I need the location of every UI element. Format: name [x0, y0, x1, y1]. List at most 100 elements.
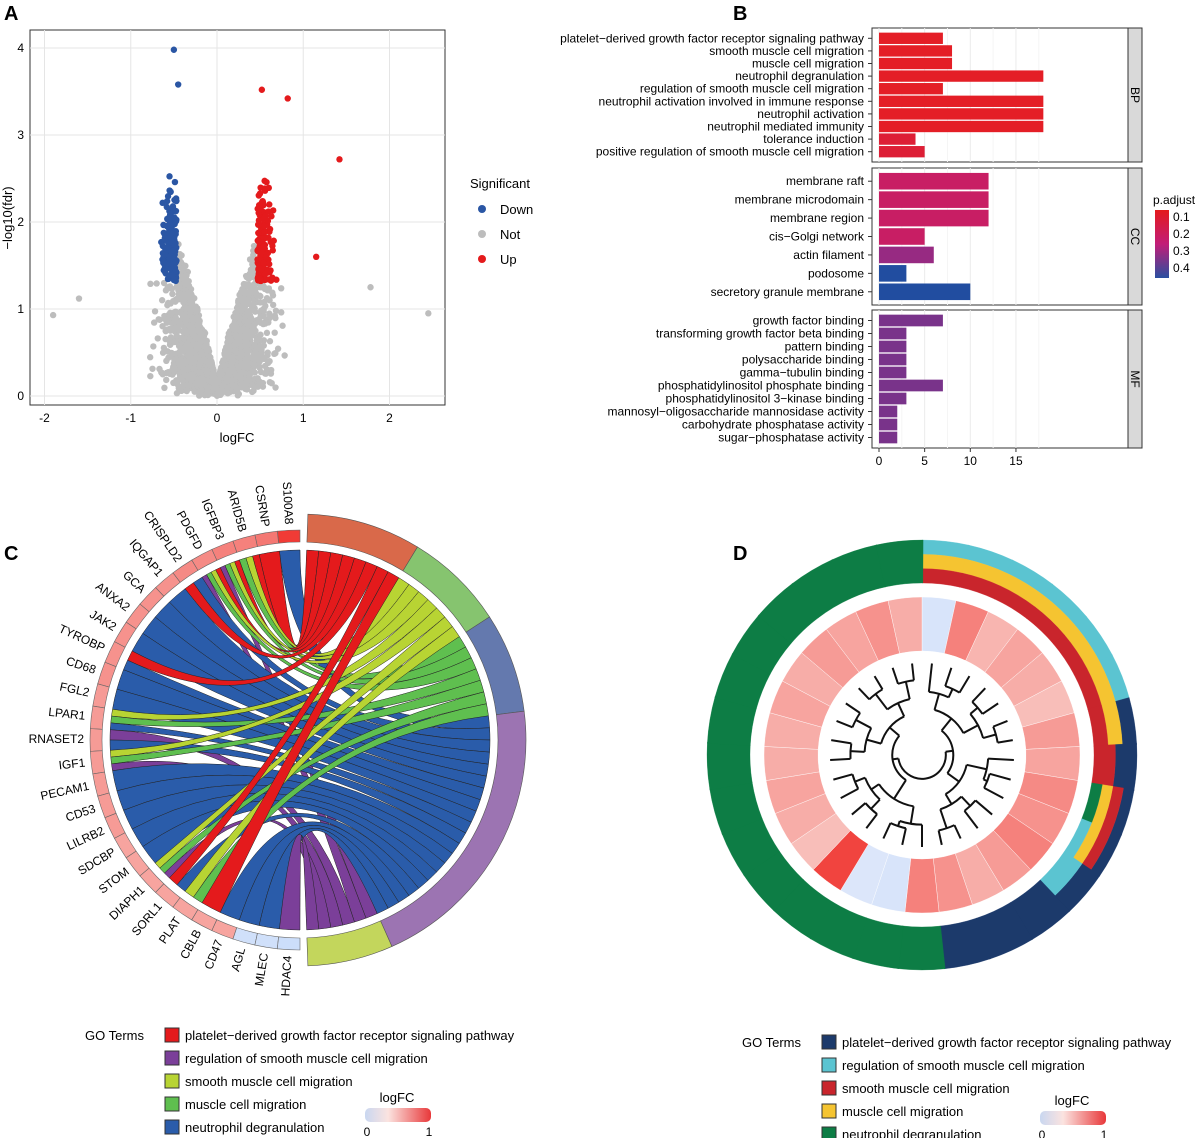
point-up — [261, 177, 268, 185]
category-label: gamma−tubulin binding — [740, 366, 864, 380]
point-not — [215, 376, 222, 383]
gene-label: IGF1 — [58, 756, 86, 773]
legend-item: platelet−derived growth factor receptor … — [842, 1035, 1172, 1050]
x-tick-label: -1 — [125, 411, 136, 425]
dendrogram-branch — [904, 681, 911, 700]
point-not — [240, 325, 247, 332]
point-up — [261, 270, 269, 278]
bar — [879, 265, 907, 282]
gene-segment — [92, 683, 110, 709]
category-label: sugar−phosphatase activity — [718, 431, 864, 445]
chord-ribbon — [184, 626, 460, 898]
dendrogram-branch — [953, 824, 962, 839]
point-not — [247, 269, 254, 277]
term-ring-segment — [1112, 743, 1138, 792]
dendrogram-branch — [963, 810, 979, 829]
point-down — [166, 256, 174, 263]
point-not — [246, 372, 253, 379]
dendrogram-branch — [873, 675, 884, 690]
point-not — [253, 291, 260, 299]
point-down — [164, 244, 171, 251]
dendrogram-branch — [874, 693, 889, 711]
bar — [879, 314, 943, 327]
p-adjust-colorbar — [1155, 210, 1169, 278]
bar — [879, 172, 989, 190]
point-not — [194, 326, 201, 334]
colorbar-tick: 0.4 — [1173, 261, 1190, 275]
point-not — [197, 382, 205, 389]
facet-panel — [871, 167, 1129, 306]
point-not — [150, 343, 157, 350]
category-label: mannosyl−oligosaccharide mannosidase act… — [608, 405, 864, 419]
gene-label: LILRB2 — [64, 823, 107, 853]
chord-ribbon — [206, 571, 477, 691]
legend-item: neutrophil degranulation — [185, 1120, 325, 1135]
point-not — [173, 332, 181, 340]
dendrogram-branch — [870, 798, 881, 810]
point-down — [161, 234, 169, 242]
category-label: neutrophil degranulation — [735, 69, 864, 83]
gene-segment — [172, 559, 199, 583]
gene-segment — [104, 812, 126, 839]
dendrogram-branch — [897, 820, 901, 827]
point-up — [257, 265, 265, 273]
point-up — [268, 213, 275, 220]
point-not — [237, 333, 245, 340]
point-not — [171, 338, 178, 346]
bar — [879, 120, 1044, 133]
dendrogram-branch — [983, 787, 1004, 799]
point-not — [244, 331, 251, 338]
facet-strip — [1127, 309, 1143, 449]
legend-title: GO Terms — [742, 1035, 801, 1050]
point-up — [259, 244, 266, 252]
legend-swatch — [821, 1080, 837, 1096]
point-not — [146, 354, 154, 361]
point-not — [274, 345, 282, 352]
point-not — [153, 280, 160, 287]
point-not — [244, 364, 251, 371]
point-not — [160, 279, 168, 287]
dendrogram-branch — [944, 793, 953, 805]
point-not — [173, 390, 181, 397]
point-not — [155, 316, 162, 323]
category-label: platelet−derived growth factor receptor … — [560, 31, 864, 45]
chord-ribbon — [184, 557, 367, 659]
point-not — [232, 347, 239, 354]
point-not — [175, 342, 183, 350]
dendrogram-arc — [878, 783, 914, 808]
point-not — [232, 332, 240, 339]
facet-panel — [871, 309, 1129, 449]
point-not — [180, 264, 187, 271]
point-not — [172, 314, 179, 321]
y-tick-label: 2 — [17, 215, 24, 229]
gene-segment — [114, 621, 137, 648]
legend-item: smooth muscle cell migration — [185, 1074, 353, 1089]
point-down — [166, 173, 173, 180]
colorbar-tick: 0.1 — [1173, 210, 1190, 224]
dendrogram-branch — [989, 772, 1011, 781]
point-up — [255, 229, 262, 237]
point-not — [176, 290, 184, 297]
point-up — [264, 249, 272, 257]
bar — [879, 246, 934, 264]
point-not — [227, 361, 235, 369]
point-not — [186, 328, 193, 335]
point-not — [207, 378, 215, 385]
chord-ribbon — [110, 722, 472, 834]
point-not — [226, 343, 233, 350]
point-not — [163, 376, 170, 384]
chord-ribbon — [111, 599, 438, 720]
gene-segment — [104, 641, 126, 668]
facet-label-mf: MF — [1128, 370, 1142, 387]
point-not — [257, 284, 264, 291]
point-not — [254, 383, 262, 390]
dendrogram-branch — [992, 720, 1008, 728]
chord-ribbon — [110, 679, 485, 765]
gene-label: ARID5B — [225, 488, 250, 534]
term-ring-segment — [706, 742, 753, 790]
point-up — [266, 201, 273, 208]
point-not — [238, 342, 245, 350]
point-not — [178, 252, 185, 259]
y-tick-label: 0 — [17, 389, 24, 403]
